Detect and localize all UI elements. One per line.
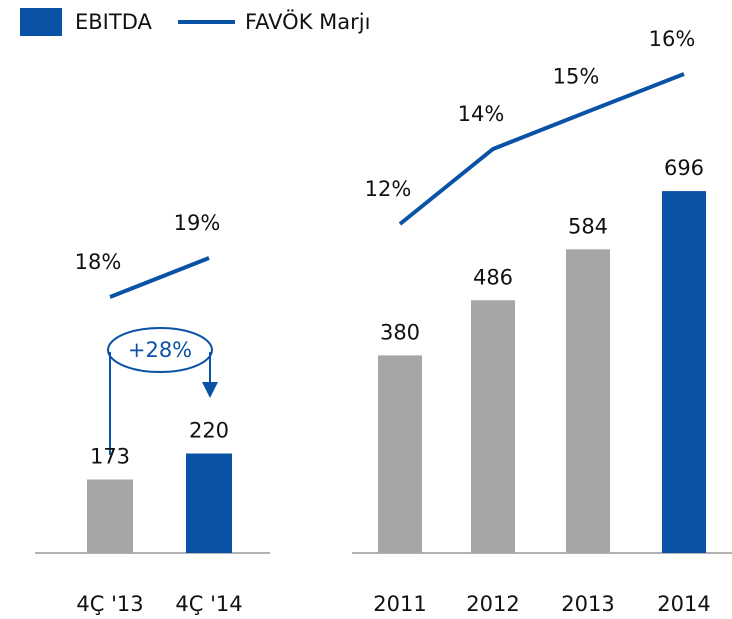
bar — [471, 300, 515, 553]
data-label: 15% — [553, 65, 600, 89]
data-label: 486 — [473, 265, 513, 289]
x-tick-label: 2014 — [657, 592, 710, 616]
data-label: 12% — [365, 177, 412, 201]
data-label: 19% — [174, 211, 221, 235]
x-tick-label: 2012 — [466, 592, 519, 616]
data-label: 18% — [75, 250, 122, 274]
bar — [662, 191, 706, 553]
annotation: +28% — [128, 338, 192, 362]
annotation-arrowhead — [202, 382, 218, 398]
data-label: 14% — [458, 102, 505, 126]
data-label: 220 — [189, 419, 229, 443]
data-label: 696 — [664, 156, 704, 180]
line — [109, 256, 210, 299]
bar — [186, 453, 232, 553]
data-label: 173 — [90, 444, 130, 468]
data-label: 380 — [380, 320, 420, 344]
bar — [87, 479, 133, 553]
annotation-ellipse — [107, 327, 213, 373]
data-label: 584 — [568, 214, 608, 238]
bar — [566, 249, 610, 553]
legend-swatch — [20, 8, 62, 36]
legend-label: FAVÖK Marjı — [245, 9, 370, 34]
x-tick-label: 4Ç '13 — [76, 592, 143, 616]
bar — [378, 355, 422, 553]
line — [398, 72, 685, 226]
x-tick-label: 4Ç '14 — [175, 592, 242, 616]
data-label: 16% — [649, 27, 696, 51]
x-tick-label: 2013 — [561, 592, 614, 616]
legend-label: EBITDA — [75, 10, 152, 34]
x-tick-label: 2011 — [373, 592, 426, 616]
